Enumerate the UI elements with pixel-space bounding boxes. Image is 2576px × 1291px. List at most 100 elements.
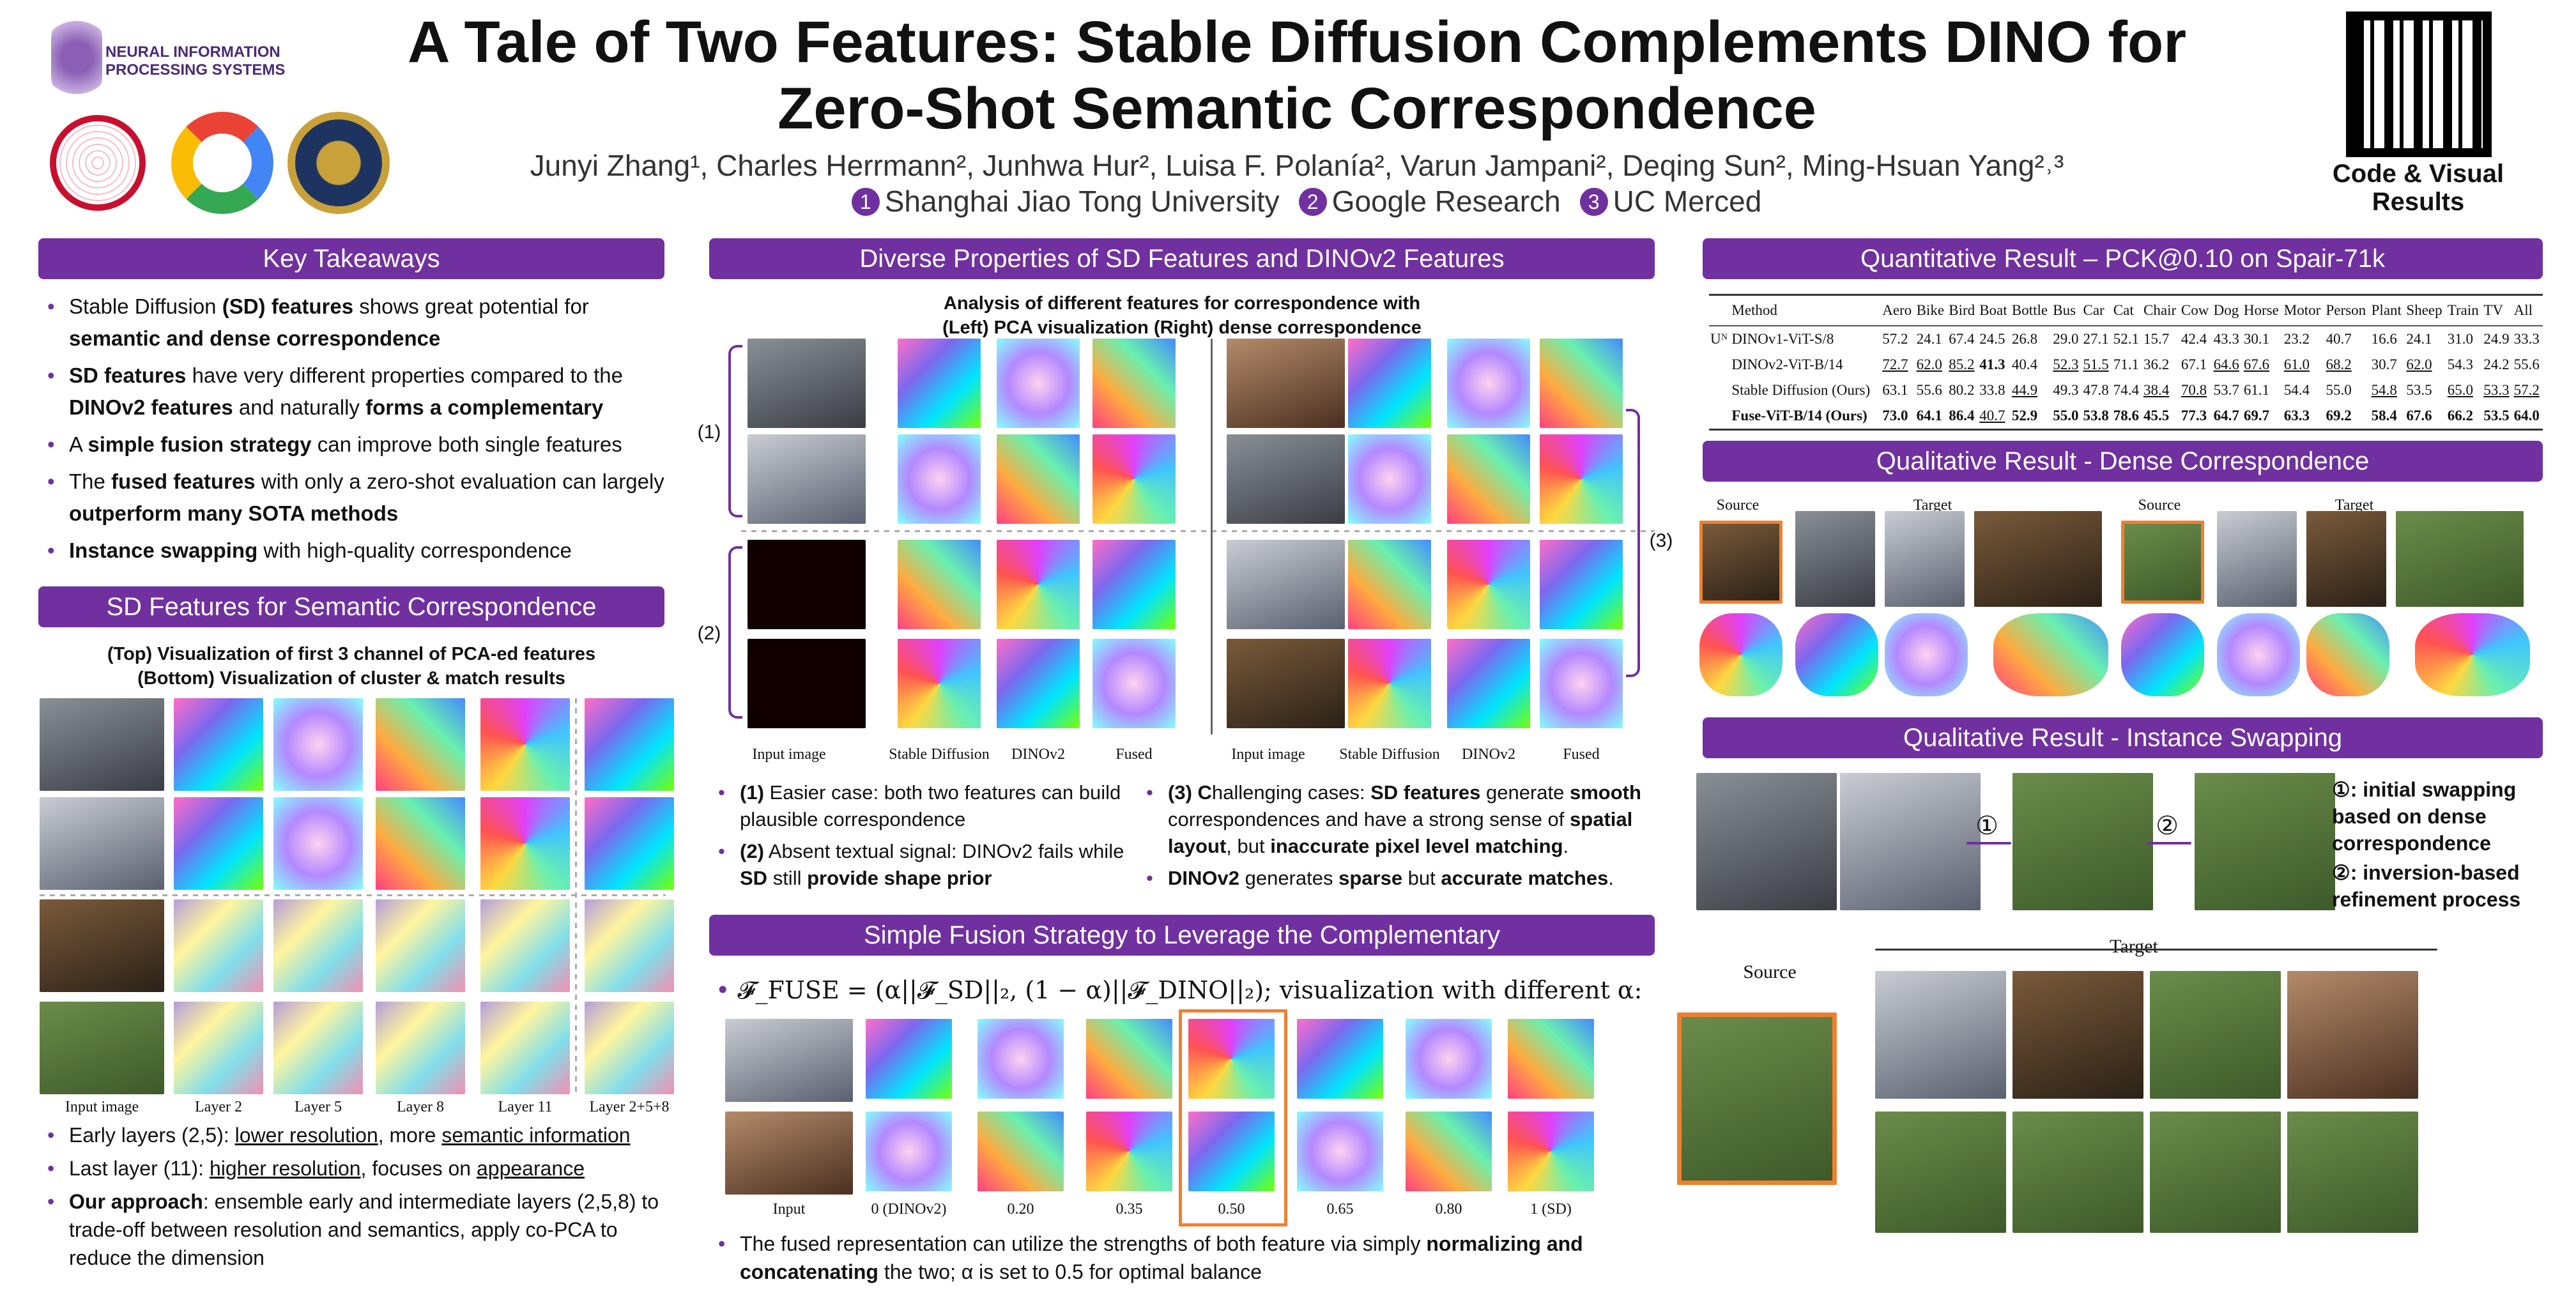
text-segment: Early layers (2,5):	[69, 1124, 235, 1147]
feature-map	[1348, 339, 1431, 428]
feature-map	[174, 1002, 263, 1094]
text-segment: Absent textual signal: DINOv2 fails whil…	[763, 840, 1124, 862]
neurips-logo-text: NEURAL INFORMATION PROCESSING SYSTEMS	[105, 43, 286, 79]
bullet-item: Last layer (11): higher resolution, focu…	[45, 1154, 664, 1182]
text-segment: Easier case: both two features can build…	[740, 781, 1121, 830]
feature-map	[1092, 639, 1176, 728]
score-cell: 36.2	[2143, 356, 2170, 372]
column-header: Train	[2446, 294, 2483, 326]
column-header: Dog	[2212, 294, 2242, 326]
text-segment: (1)	[740, 781, 764, 804]
alpha-label: 0.80	[1435, 1201, 1462, 1218]
score-cell: 24.1	[2406, 331, 2432, 347]
target-photo	[1795, 511, 1875, 607]
feature-map	[480, 797, 570, 890]
column-header: Plant	[2370, 294, 2405, 326]
score-cell: 53.7	[2213, 382, 2239, 398]
sd-features-notes: Early layers (2,5): lower resolution, mo…	[45, 1121, 664, 1277]
text-segment: .	[1563, 835, 1569, 857]
table-row: Fuse-ViT-B/14 (Ours) 73.0 64.1 86.4 40.7 52.9…	[1709, 403, 2543, 430]
bullet-item: The fused features with only a zero-shot…	[45, 466, 664, 530]
score-cell: 30.7	[2371, 356, 2397, 372]
correspondence-map	[2415, 613, 2530, 696]
feature-map	[273, 1002, 363, 1094]
score-cell: 68.2	[2326, 356, 2352, 372]
text-segment: hallenging cases:	[1211, 781, 1371, 804]
column-label: Layer 2+5+8	[589, 1099, 670, 1115]
sd-features-header: SD Features for Semantic Correspondence	[38, 586, 664, 627]
score-cell: 30.1	[2243, 331, 2270, 347]
text-segment: can improve both single features	[311, 432, 622, 456]
text-segment: simple fusion strategy	[88, 432, 312, 456]
text-segment: correspondences and have a strong sense …	[1168, 808, 1570, 830]
target-photo	[1875, 971, 2006, 1099]
feature-map	[585, 797, 674, 890]
swapped-photo	[2150, 1111, 2281, 1233]
text-segment: lower resolution	[234, 1124, 378, 1147]
group-label: (2)	[697, 623, 721, 644]
diverse-properties-header: Diverse Properties of SD Features and DI…	[709, 238, 1655, 279]
text-segment: Instance swapping	[69, 539, 258, 562]
bullet-item: Our approach: ensemble early and interme…	[45, 1188, 664, 1272]
column-header: Horse	[2242, 294, 2283, 326]
input-photo	[747, 339, 866, 428]
feature-map	[997, 639, 1080, 728]
score-cell: 40.7	[2326, 331, 2352, 347]
score-cell: 26.8	[2011, 331, 2038, 347]
bullet-item: (1) Easier case: both two features can b…	[716, 779, 1131, 833]
qr-code[interactable]	[2346, 11, 2492, 157]
score-cell: 40.7	[1979, 408, 2005, 424]
fused-feature-map	[1406, 1111, 1492, 1191]
bracket	[1626, 409, 1640, 677]
score-cell: 23.2	[2283, 331, 2310, 347]
text-segment: forms a complementary	[365, 395, 604, 419]
feature-map	[273, 797, 363, 890]
column-label: Input image	[65, 1099, 139, 1115]
score-cell: 27.1	[2083, 331, 2109, 347]
text-segment: outperform many SOTA methods	[69, 501, 399, 525]
divider	[575, 698, 577, 1094]
text-segment: DINOv2	[1168, 867, 1239, 889]
group-label: Uᴺ	[1710, 331, 1728, 347]
text-segment: , more	[378, 1124, 442, 1147]
text-segment: SD features	[1370, 781, 1481, 804]
column-label: Fused	[1116, 746, 1153, 763]
score-cell: 24.2	[2483, 356, 2510, 372]
score-cell: 57.2	[2513, 382, 2540, 398]
text-segment: SD	[740, 867, 768, 889]
target-range-line	[1875, 949, 2437, 951]
correspondence-map	[2121, 613, 2204, 696]
text-segment: (2)	[740, 840, 764, 862]
group-label	[1709, 378, 1730, 403]
diverse-notes-left: (1) Easier case: both two features can b…	[716, 779, 1131, 897]
score-cell: 45.5	[2143, 408, 2170, 424]
dense-correspondence-header: Qualitative Result - Dense Correspondenc…	[1703, 441, 2543, 482]
input-photo	[40, 797, 164, 890]
group-label	[1709, 403, 1730, 430]
method-name: DINOv1-ViT-S/8	[1731, 331, 1834, 347]
swap-photo	[2195, 773, 2335, 910]
fused-feature-map	[1188, 1111, 1275, 1191]
input-photo	[1227, 339, 1345, 428]
score-cell: 73.0	[1882, 408, 1908, 424]
feature-map	[898, 639, 981, 728]
column-header: All	[2512, 294, 2543, 326]
score-cell: 74.4	[2113, 382, 2140, 398]
fused-feature-map	[866, 1111, 952, 1191]
column-header: Boat	[1978, 294, 2011, 326]
column-header: Sheep	[2405, 294, 2446, 326]
score-cell: 55.0	[2326, 382, 2352, 398]
score-cell: 33.8	[1979, 382, 2005, 398]
swap-photo	[1696, 773, 1837, 910]
feature-map	[898, 540, 981, 629]
text-segment: smooth	[1569, 781, 1641, 804]
group-label: (3)	[1649, 530, 1673, 551]
score-cell: 64.1	[1916, 408, 1942, 424]
score-cell: 55.0	[2053, 408, 2079, 424]
alpha-label: Input	[772, 1201, 806, 1218]
score-cell: 70.8	[2181, 382, 2207, 398]
text-segment: sparse	[1338, 867, 1403, 889]
text-segment: .	[1608, 867, 1614, 889]
feature-map	[997, 339, 1080, 428]
score-cell: 64.7	[2213, 408, 2239, 424]
